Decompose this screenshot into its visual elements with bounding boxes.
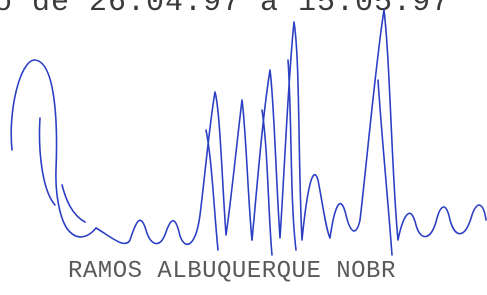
signature [0, 0, 487, 295]
signature-stroke [40, 118, 85, 222]
document-page: {"document": {"period_text": "o de 26.04… [0, 0, 487, 295]
signature-stroke [96, 92, 252, 244]
signature-strokes [11, 10, 486, 255]
signature-stroke [252, 22, 360, 240]
signature-stroke [360, 10, 486, 240]
signature-stroke [11, 60, 96, 237]
